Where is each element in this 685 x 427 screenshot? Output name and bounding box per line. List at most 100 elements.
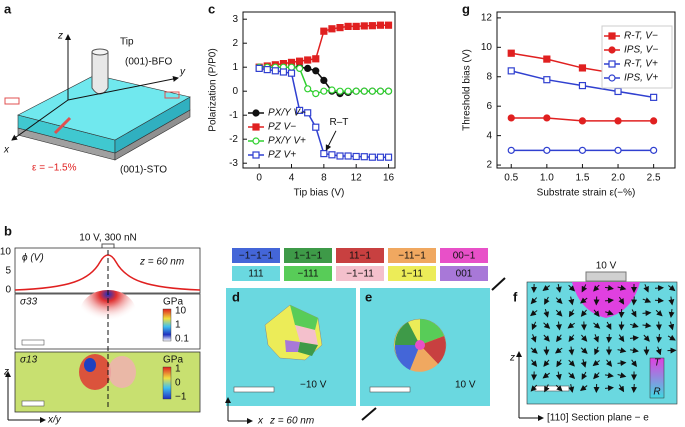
polarization-arrow: [654, 285, 664, 292]
polarization-arrow: [606, 359, 613, 367]
tip-label: Tip: [120, 37, 134, 48]
domain: [298, 342, 318, 356]
data-point: [304, 64, 312, 73]
polarization-arrow: [531, 359, 538, 367]
data-point: [312, 55, 320, 63]
polarization-arrow: [629, 335, 639, 342]
bias-label: 10 V: [596, 261, 617, 272]
s13-blob: [84, 358, 96, 372]
scale-bar: [21, 400, 45, 407]
domain-label: −11−1: [398, 251, 426, 262]
bias-label: −10 V: [300, 380, 327, 391]
data-point: [614, 87, 622, 96]
polarization-arrow: [617, 372, 627, 379]
polarization-arrow: [543, 309, 550, 318]
data-point: [368, 153, 376, 161]
polarization-arrow: [593, 284, 600, 292]
polarization-arrow: [531, 321, 538, 331]
data-point: [352, 87, 360, 95]
s33-label: σ33: [20, 297, 38, 308]
substrate-label: (001)-STO: [120, 165, 167, 176]
polarization-arrow: [631, 383, 638, 393]
polarization-arrow: [617, 347, 627, 354]
y-tick-label: 1: [232, 62, 238, 73]
tick-label: −1: [175, 392, 187, 403]
data-point: [360, 22, 368, 30]
polarization-arrow: [568, 309, 575, 318]
data-point: [312, 89, 320, 98]
y-axis-label: Threshold bias (V): [462, 49, 473, 131]
polarization-arrow: [580, 385, 588, 392]
data-point: [360, 87, 368, 95]
s33-blob: [80, 290, 136, 334]
data-point: [336, 87, 344, 95]
y-tick-label: 10: [481, 42, 493, 53]
data-point: [312, 67, 320, 75]
scale-bar: [534, 385, 570, 392]
tick-label: 1: [175, 320, 181, 331]
polarization-arrow: [542, 285, 550, 292]
data-point: [543, 146, 551, 154]
annotation-arrow: [325, 130, 337, 151]
polarization-arrow: [580, 297, 588, 304]
domain: [410, 345, 438, 372]
data-point: [368, 22, 376, 30]
y-tick-label: 4: [486, 130, 492, 141]
legend-marker: [252, 123, 260, 131]
polarization-arrow: [606, 333, 613, 343]
domain-label: 11−1: [349, 251, 371, 262]
polarization-arrow: [656, 333, 663, 343]
domain-label: −1−1−1: [239, 251, 274, 262]
domain: [394, 322, 420, 345]
domain-swatch: [440, 248, 488, 263]
data-point: [279, 68, 288, 76]
domain-swatch: [232, 266, 280, 281]
data-point: [295, 64, 304, 73]
film-top: [17, 74, 191, 141]
plot-frame: [242, 11, 396, 169]
data-point: [507, 49, 515, 57]
data-point: [376, 87, 385, 95]
domain-swatch: [284, 248, 332, 263]
panel-label: f: [513, 289, 518, 304]
strain-marker: [4, 97, 20, 105]
domain-label: 001: [456, 269, 473, 280]
y-tick-label: 0: [232, 86, 238, 97]
axis-label: z: [3, 367, 9, 378]
data-point: [578, 64, 587, 72]
legend-marker: [608, 74, 616, 82]
data-point: [287, 63, 296, 71]
x-tick-label: 1.0: [540, 173, 554, 184]
x-tick-label: 0.5: [504, 173, 518, 184]
data-point: [352, 22, 360, 30]
data-point: [328, 86, 336, 94]
unit-label: GPa: [163, 297, 183, 308]
legend-label: IPS, V−: [624, 45, 658, 56]
y-tick-label: 8: [486, 71, 492, 82]
panel-f: f 10 V T R z [110] Section plane − e: [509, 261, 678, 424]
polarization-arrow: [555, 309, 563, 317]
polarization-arrow: [580, 309, 587, 317]
polarization-arrow: [604, 297, 614, 304]
domain-swatch: [336, 266, 384, 281]
polarization-arrow: [568, 359, 575, 367]
legend-label: IPS, V+: [624, 73, 658, 84]
polarization-arrow: [643, 284, 649, 293]
polarization-arrow: [530, 310, 538, 317]
domain-label: 111: [248, 269, 264, 280]
bias-label: 10 V: [455, 380, 476, 391]
polarization-arrow: [667, 334, 676, 341]
x-axis-label: Substrate strain ε(−%): [537, 188, 636, 199]
s13-label: σ13: [20, 355, 38, 366]
panel-e: e 10 V: [360, 277, 506, 421]
height-label: z = 60 nm: [139, 257, 184, 268]
y-tick-label: 3: [232, 14, 238, 25]
data-point: [295, 57, 304, 65]
unit-label: GPa: [163, 355, 183, 366]
data-point: [336, 24, 344, 32]
s13-blob: [79, 354, 111, 390]
panel-label: g: [462, 1, 470, 16]
colorbar-label: T: [654, 358, 661, 369]
data-point: [344, 22, 352, 30]
